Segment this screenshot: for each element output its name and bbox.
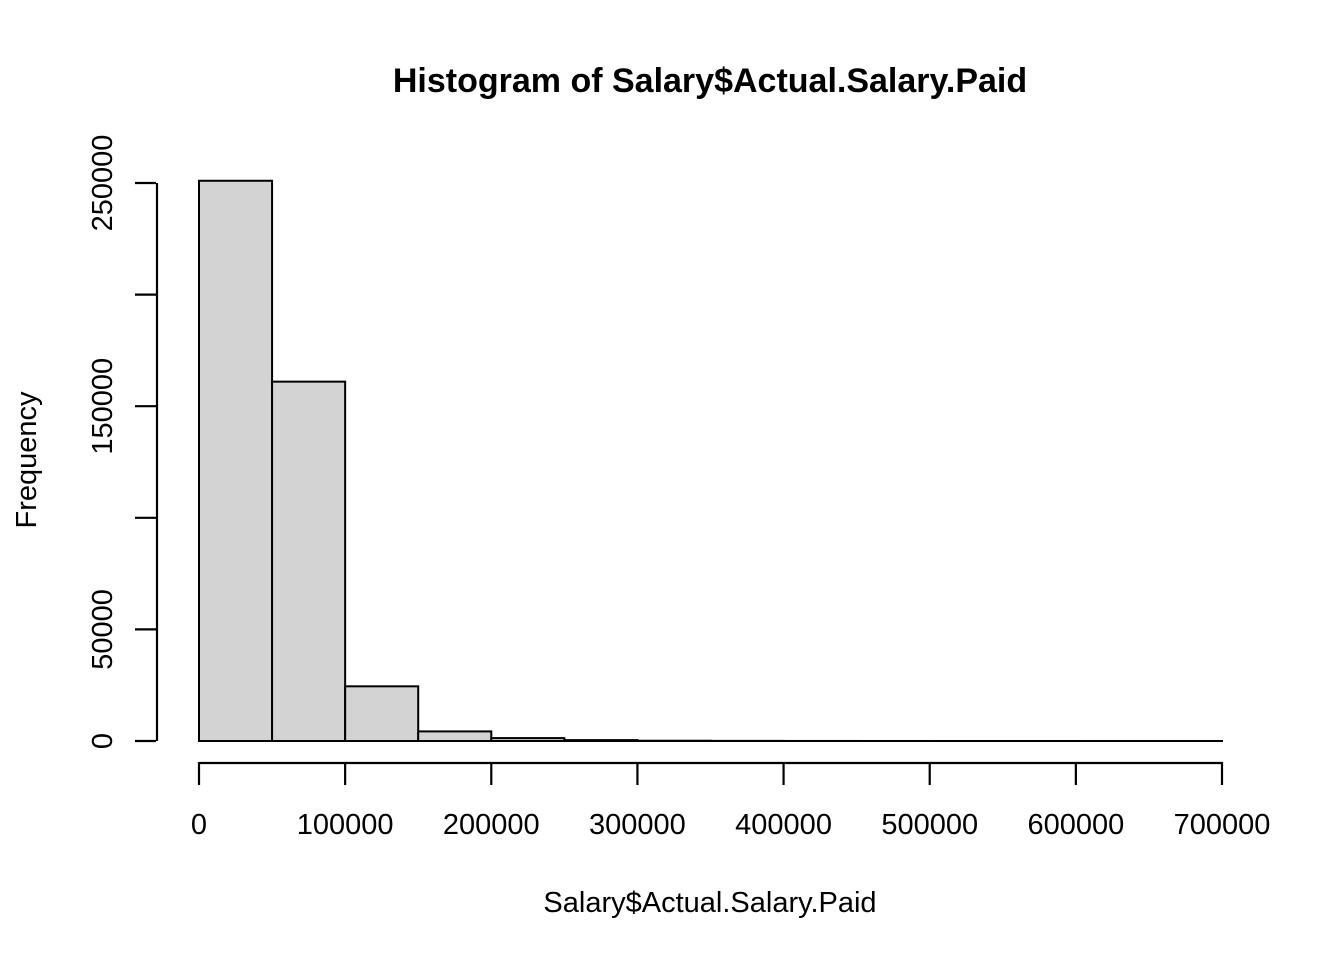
- bars-group: [198, 179, 1224, 743]
- x-tick-label: 400000: [735, 809, 832, 841]
- y-tick-label: 0: [87, 733, 119, 749]
- histogram-bar: [417, 730, 493, 743]
- chart-title: Histogram of Salary$Actual.Salary.Paid: [393, 62, 1027, 100]
- x-tick-label: 200000: [443, 809, 540, 841]
- x-axis: 0 100000 200000 300000 400000 500000 600000 700…: [191, 761, 1271, 841]
- histogram-bar: [490, 737, 566, 742]
- x-axis-label: Salary$Actual.Salary.Paid: [543, 887, 876, 919]
- y-tick-label: 50000: [87, 589, 119, 670]
- histogram-bar: [344, 685, 420, 742]
- y-tick-label: 250000: [87, 135, 119, 232]
- histogram-bar: [198, 179, 274, 742]
- histogram-bar: [563, 739, 639, 742]
- x-tick-label: 100000: [297, 809, 394, 841]
- x-tick-label: 300000: [589, 809, 686, 841]
- x-tick-label: 600000: [1027, 809, 1124, 841]
- x-tick-label: 700000: [1174, 809, 1271, 841]
- y-tick-label: 150000: [87, 358, 119, 455]
- histogram-bar: [271, 380, 347, 742]
- x-tick-label: 500000: [881, 809, 978, 841]
- x-tick-label: 0: [191, 809, 207, 841]
- y-axis-label: Frequency: [11, 391, 43, 529]
- y-axis: 0 50000 150000 250000: [87, 135, 159, 749]
